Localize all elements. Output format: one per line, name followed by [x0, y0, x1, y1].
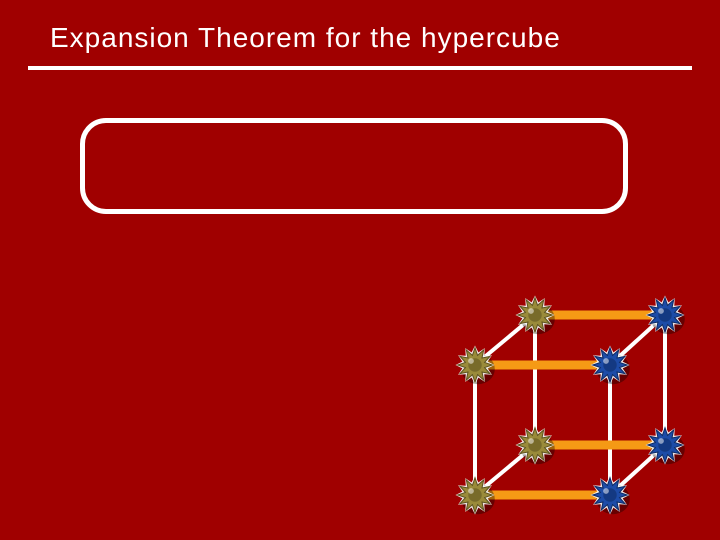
cube-svg	[430, 270, 690, 520]
theorem-box	[80, 118, 628, 214]
title-underline	[28, 66, 692, 70]
page-title: Expansion Theorem for the hypercube	[50, 22, 561, 54]
hypercube-diagram	[430, 270, 690, 520]
